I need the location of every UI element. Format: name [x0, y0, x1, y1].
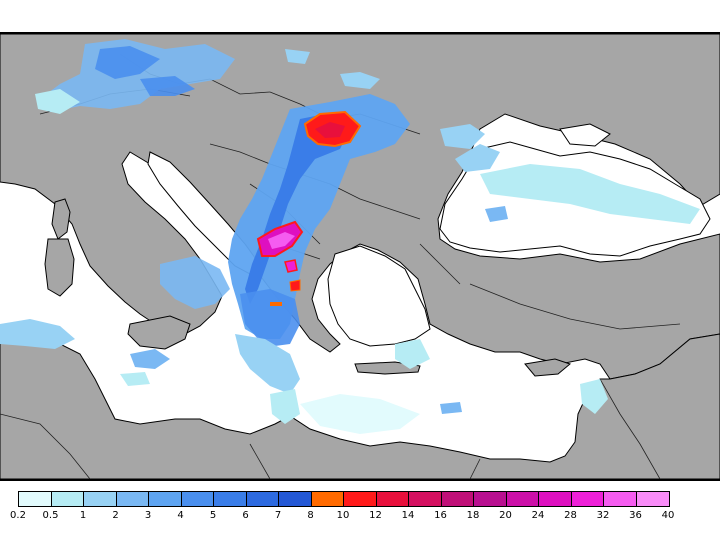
legend-swatch	[376, 492, 409, 506]
precip-alps-north	[340, 72, 380, 89]
legend-swatch	[441, 492, 474, 506]
precipitation-map	[0, 32, 720, 481]
legend-swatch	[149, 492, 182, 506]
precip-east-med	[300, 394, 420, 434]
precip-blacksea-spot	[485, 206, 508, 222]
aegean-sea	[327, 245, 431, 347]
legend-label: 7	[274, 510, 282, 521]
precip-overlay	[0, 39, 700, 434]
legend: 0.2 0.5 1 2 3 4 5 6 7 8 10 12 14 16 18 20 24 28 32 36 40	[0, 490, 720, 530]
precip-ukraine	[440, 124, 485, 149]
precip-greece-light	[235, 334, 300, 394]
precip-alps	[40, 39, 235, 112]
precip-hungary	[285, 49, 310, 64]
legend-swatch	[51, 492, 84, 506]
legend-color-bar	[18, 491, 670, 507]
legend-swatch	[506, 492, 539, 506]
land-south	[0, 328, 720, 479]
legend-label: 4	[177, 510, 184, 521]
legend-label: 36	[629, 510, 642, 521]
legend-label: 1	[79, 510, 87, 521]
legend-label: 32	[596, 510, 610, 521]
precip-sea-spot	[440, 402, 462, 414]
legend-swatch	[311, 492, 344, 506]
legend-label: 2	[112, 510, 119, 521]
precip-greece-spot2	[289, 279, 301, 292]
precip-ionian	[270, 389, 300, 424]
precip-alps-light	[35, 89, 80, 114]
legend-swatch	[571, 492, 604, 506]
precip-albania-core	[268, 232, 295, 249]
legend-swatch	[84, 492, 117, 506]
island-crete	[354, 361, 421, 375]
legend-label: 28	[564, 510, 577, 521]
legend-swatch	[116, 492, 149, 506]
legend-label: 40	[661, 510, 675, 521]
precip-romania-core	[315, 122, 345, 138]
precip-aegean	[395, 339, 430, 369]
precip-levant	[580, 379, 608, 414]
legend-swatch	[246, 492, 279, 506]
legend-swatch	[279, 492, 312, 506]
legend-label: 8	[307, 510, 314, 521]
precip-greece-spot1	[284, 259, 298, 273]
legend-swatch	[214, 492, 247, 506]
precip-sicily-sea	[130, 349, 170, 369]
legend-label: 10	[336, 510, 350, 521]
legend-label: 6	[242, 510, 249, 521]
legend-labels: 0.2 0.5 1 2 3 4 5 6 7 8 10 12 14 16 18 20 24 28 32 36 40	[0, 510, 720, 524]
legend-label: 16	[434, 510, 447, 521]
map-canvas	[0, 34, 720, 479]
legend-swatch	[181, 492, 214, 506]
legend-label: 3	[144, 510, 152, 521]
legend-swatch	[344, 492, 377, 506]
precip-blacksea	[480, 164, 700, 224]
legend-label: 5	[209, 510, 217, 521]
precip-blacksea-west	[455, 144, 500, 172]
precip-balkans	[228, 94, 410, 339]
legend-swatch	[539, 492, 572, 506]
island-sicily	[127, 315, 191, 350]
precip-alps-core2	[140, 76, 195, 96]
precip-alps-core	[95, 46, 160, 79]
precip-west-med	[0, 319, 75, 349]
precip-ionian-spot	[270, 302, 282, 306]
precip-south-italy	[160, 256, 230, 309]
legend-label: 14	[401, 510, 415, 521]
legend-label: 18	[466, 510, 480, 521]
legend-label: 0.5	[42, 510, 59, 521]
island-sardinia	[44, 238, 75, 297]
legend-swatch	[604, 492, 637, 506]
precip-libya-sea	[120, 372, 150, 386]
legend-label: 12	[369, 510, 382, 521]
legend-swatch	[636, 492, 669, 506]
island-cyprus	[524, 358, 572, 377]
legend-label: 20	[499, 510, 512, 521]
precip-greece	[240, 289, 300, 346]
legend-swatch	[19, 492, 52, 506]
sea-of-azov	[559, 123, 611, 147]
legend-swatch	[474, 492, 507, 506]
legend-swatch	[409, 492, 442, 506]
legend-label: 24	[531, 510, 545, 521]
island-corsica	[51, 198, 71, 240]
legend-label: 0.2	[10, 510, 26, 521]
